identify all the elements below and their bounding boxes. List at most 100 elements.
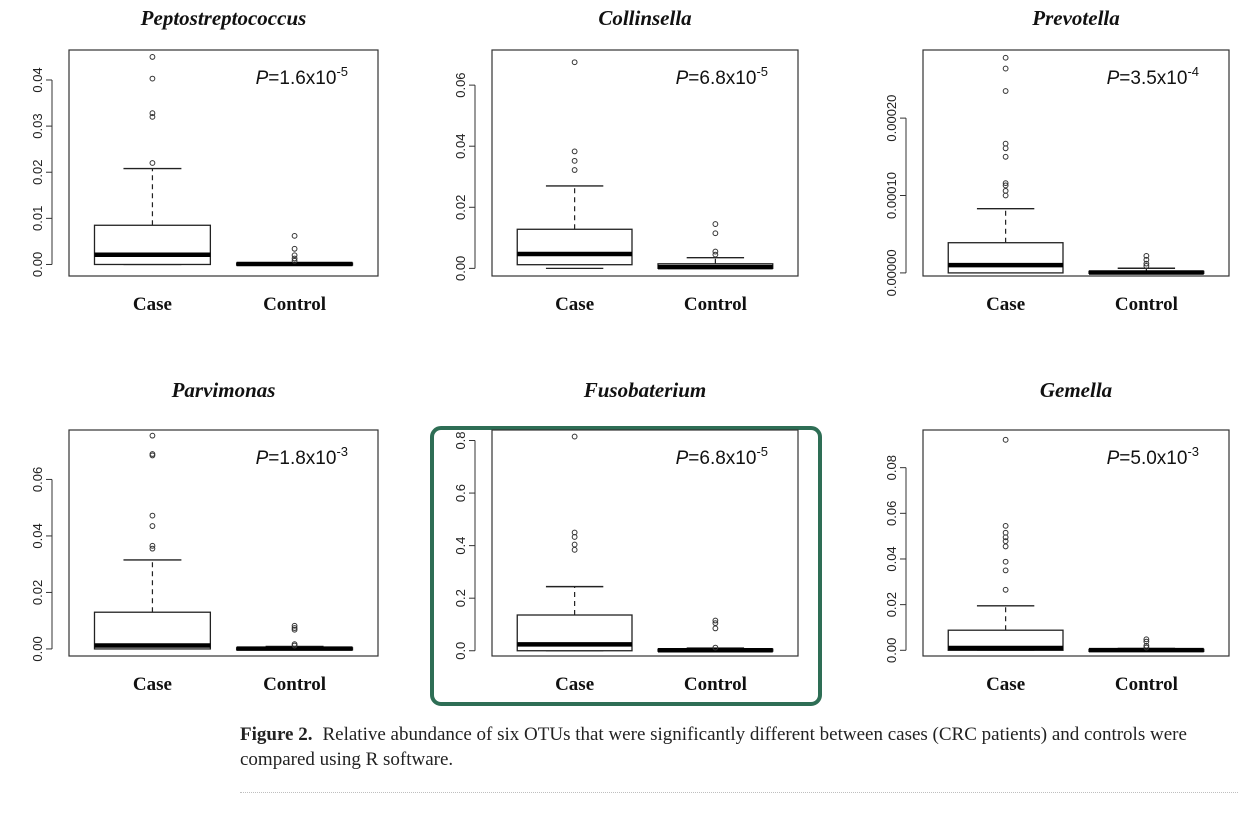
x-category-label: Case <box>986 294 1025 315</box>
y-tick-label: 0.02 <box>884 592 899 617</box>
outlier-point <box>712 221 719 227</box>
boxplot-panel-4: Parvimonas P=1.8x10-3 0.00 0.02 0.04 0.06 Case… <box>30 378 379 695</box>
outlier-point <box>571 546 578 553</box>
outlier-point <box>571 148 578 155</box>
y-tick-label: 0.0 <box>453 642 468 660</box>
caption-label: Figure 2. <box>240 724 313 745</box>
outlier-point <box>291 232 298 239</box>
outlier-point <box>1002 140 1009 147</box>
box-body <box>516 228 633 266</box>
x-category-label: Case <box>555 674 594 695</box>
outlier-point <box>149 54 156 60</box>
y-tick-label: 0.06 <box>884 501 899 526</box>
boxplot-panel-1: Peptostreptococcus P=1.6x10-5 0.00 0.01 0.02… <box>30 6 379 315</box>
x-category-label: Case <box>986 674 1025 695</box>
y-tick-label: 0.00010 <box>884 172 899 219</box>
plot-frame <box>922 49 1230 277</box>
outlier-point <box>1143 636 1150 643</box>
outlier-point <box>1002 529 1009 536</box>
p-value-annotation: P=6.8x10-5 <box>676 444 768 469</box>
p-value-annotation: P=1.6x10-5 <box>256 64 348 89</box>
outlier-point <box>712 620 719 627</box>
x-category-label: Control <box>684 674 747 695</box>
y-tick-label: 0.6 <box>453 484 468 502</box>
box-control <box>657 221 774 270</box>
outlier-point <box>571 433 578 440</box>
panel-title: Collinsella <box>598 6 691 30</box>
outlier-point <box>291 622 298 629</box>
box-control <box>235 622 354 651</box>
outlier-point <box>1002 522 1009 529</box>
outlier-point <box>1002 543 1009 550</box>
outlier-point <box>1002 567 1009 574</box>
outlier-point <box>1143 263 1150 269</box>
p-value-annotation: P=1.8x10-3 <box>256 444 348 469</box>
outlier-point <box>1002 182 1009 189</box>
box-control <box>657 617 774 653</box>
outlier-point <box>712 625 719 632</box>
box-body <box>947 242 1064 274</box>
box-case <box>93 54 212 266</box>
box-control <box>1088 252 1205 275</box>
outlier-point <box>149 512 156 519</box>
outlier-point <box>149 75 156 82</box>
box-case <box>947 436 1064 651</box>
x-category-label: Control <box>1115 294 1178 315</box>
outlier-point <box>1143 638 1150 645</box>
panel-title: Prevotella <box>1031 6 1119 30</box>
box-body <box>947 629 1064 651</box>
box-body <box>93 611 212 650</box>
outlier-point <box>291 257 298 264</box>
y-tick-label: 0.01 <box>30 206 45 231</box>
outlier-point <box>149 432 156 439</box>
outlier-point <box>149 542 156 549</box>
y-tick-label: 0.00000 <box>884 249 899 296</box>
boxplot-panel-3: Prevotella P=3.5x10-4 0.00000 0.00010 0.0002… <box>884 6 1230 315</box>
plot-frame <box>68 49 379 277</box>
plot-frame <box>68 429 379 657</box>
outlier-point <box>1002 54 1009 61</box>
outlier-point <box>149 113 156 120</box>
plot-frame <box>491 429 799 657</box>
panel-title: Parvimonas <box>171 378 276 402</box>
y-tick-label: 0.04 <box>30 523 45 548</box>
caption-text: Relative abundance of six OTUs that were… <box>240 724 1187 770</box>
outlier-point <box>291 245 298 252</box>
y-tick-label: 0.06 <box>30 467 45 492</box>
outlier-point <box>291 626 298 633</box>
y-tick-label: 0.02 <box>30 580 45 605</box>
y-tick-label: 0.00 <box>30 636 45 661</box>
y-tick-label: 0.00020 <box>884 95 899 142</box>
y-tick-label: 0.2 <box>453 589 468 607</box>
caption-divider <box>240 792 1238 793</box>
boxplot-panel-6: Gemella P=5.0x10-3 0.00 0.02 0.04 0.06 0.08 Cas… <box>884 378 1230 695</box>
box-case <box>516 59 633 269</box>
y-tick-label: 0.00 <box>884 638 899 663</box>
box-body <box>93 224 212 266</box>
x-category-label: Control <box>684 294 747 315</box>
x-category-label: Case <box>133 294 172 315</box>
panel-title: Gemella <box>1040 378 1112 402</box>
outlier-point <box>1002 180 1009 187</box>
plot-frame <box>922 429 1230 657</box>
boxplot-panel-2: Collinsella P=6.8x10-5 0.00 0.02 0.04 0.06 Cas… <box>453 6 799 315</box>
panel-title: Fusobaterium <box>583 378 707 402</box>
y-tick-label: 0.00 <box>30 252 45 277</box>
p-value-annotation: P=3.5x10-4 <box>1107 64 1199 89</box>
figure-caption: Figure 2. Relative abundance of six OTUs … <box>240 722 1220 772</box>
y-tick-label: 0.08 <box>884 455 899 480</box>
outlier-point <box>1002 538 1009 545</box>
outlier-point <box>291 625 298 631</box>
y-tick-label: 0.04 <box>884 546 899 571</box>
outlier-point <box>1002 187 1009 194</box>
y-tick-label: 0.04 <box>30 67 45 92</box>
outlier-point <box>1143 252 1150 259</box>
p-value-annotation: P=6.8x10-5 <box>676 64 768 89</box>
boxplot-panel-5: Fusobaterium P=6.8x10-5 0.0 0.2 0.4 0.6 0.8 Cas… <box>430 378 822 706</box>
figure-panels: Peptostreptococcus P=1.6x10-5 0.00 0.01 0.02… <box>30 6 1230 706</box>
outlier-point <box>291 641 298 648</box>
box-control <box>1088 636 1205 653</box>
outlier-point <box>149 451 156 457</box>
outlier-point <box>1143 644 1150 651</box>
x-category-label: Case <box>555 294 594 315</box>
